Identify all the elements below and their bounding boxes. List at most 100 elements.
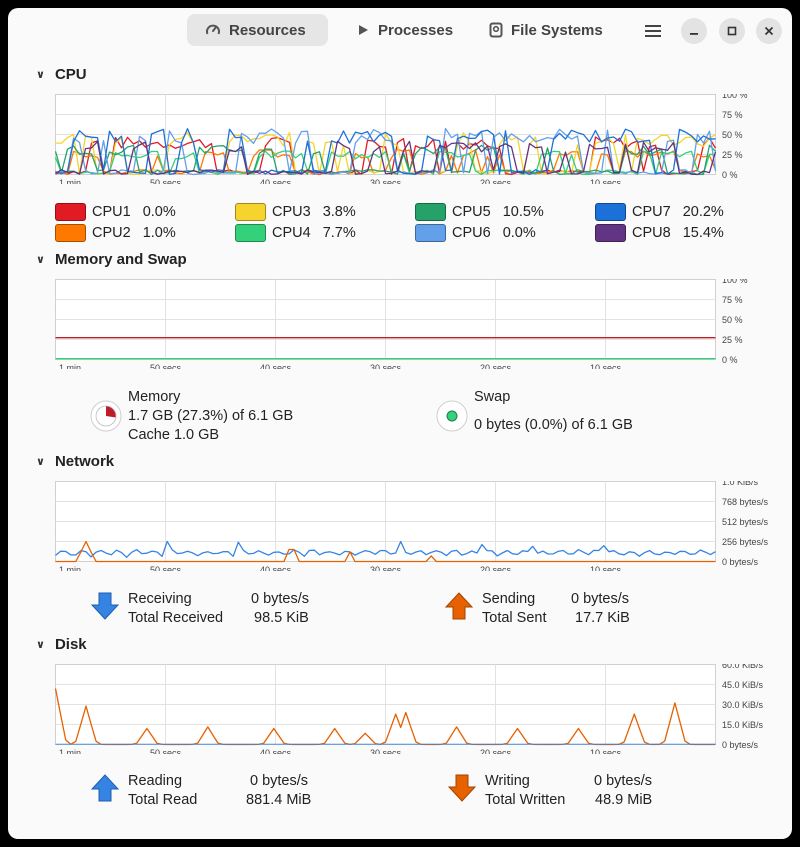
memory-time-label: 40 secs (260, 363, 292, 369)
cpu-core-value: 20.2% (682, 204, 724, 220)
disk-time-label: 50 secs (150, 748, 182, 754)
cpu-color-swatch[interactable] (235, 224, 266, 242)
memory-section-header[interactable]: ∨ Memory and Swap (36, 251, 187, 268)
writing-values: 0 bytes/s 48.9 MiB (594, 772, 652, 810)
total-written-value: 48.9 MiB (595, 792, 653, 808)
cpu-series-line (55, 148, 717, 176)
receiving-label: Receiving (128, 591, 192, 607)
network-title: Network (54, 453, 115, 470)
network-section-header[interactable]: ∨ Network (36, 453, 114, 470)
header-bar: Resources Processes File Systems (8, 8, 792, 54)
cpu-color-swatch[interactable] (415, 224, 446, 242)
reading-info: Reading Total Read (128, 772, 197, 810)
cpu-y-tick: 50 % (722, 130, 743, 140)
arrow-up-icon (90, 774, 120, 802)
cpu-legend-item: CPU2 1.0% (55, 224, 176, 242)
swap-usage-pie (436, 400, 468, 432)
minimize-icon (690, 33, 698, 35)
swap-label: Swap (474, 389, 511, 405)
cpu-time-label: 30 secs (370, 178, 402, 184)
tab-processes[interactable]: Processes (338, 14, 471, 46)
disk-y-tick: 45.0 KiB/s (722, 680, 764, 690)
tab-resources[interactable]: Resources (187, 14, 328, 46)
cpu-y-tick: 25 % (722, 150, 743, 160)
network-time-label: 20 secs (480, 565, 512, 571)
cpu-color-swatch[interactable] (595, 203, 626, 221)
disk-history-graph: 60.0 KiB/s 45.0 KiB/s 30.0 KiB/s 15.0 KiB/s… (55, 664, 768, 754)
cpu-color-swatch[interactable] (595, 224, 626, 242)
sending-values: 0 bytes/s 17.7 KiB (571, 590, 630, 628)
cpu-series-line (55, 128, 716, 176)
cpu-y-tick: 0 % (722, 170, 738, 180)
network-y-tick: 512 bytes/s (722, 517, 768, 527)
cpu-legend-item: CPU6 0.0% (415, 224, 536, 242)
menu-button[interactable] (640, 18, 666, 44)
send-rate-line (55, 540, 716, 563)
network-history-graph: 1.0 KiB/s 768 bytes/s 512 bytes/s 256 bytes… (55, 481, 768, 571)
cpu-core-value: 10.5% (502, 204, 544, 220)
cpu-time-label: 1 min (59, 178, 81, 184)
reading-value: 0 bytes/s (250, 773, 309, 789)
memory-y-tick: 100 % (722, 279, 748, 285)
total-written-label: Total Written (485, 792, 566, 808)
network-time-label: 30 secs (370, 565, 402, 571)
memory-usage-pie (90, 400, 122, 432)
tab-resources-label: Resources (229, 21, 306, 39)
cpu-core-value: 15.4% (682, 225, 724, 241)
cpu-history-graph: 100 % 75 % 50 % 25 % 0 % 1 min 50 secs 40 secs 3… (55, 94, 768, 184)
total-received-value: 98.5 KiB (254, 610, 309, 626)
memory-graph-svg: 100 % 75 % 50 % 25 % 0 % 1 min 50 secs 40 secs 3… (55, 279, 748, 369)
arrow-down-icon (90, 592, 120, 620)
cpu-color-swatch[interactable] (55, 224, 86, 242)
memory-y-tick: 50 % (722, 315, 743, 325)
swap-usage: 0 bytes (0.0%) of 6.1 GB (474, 417, 633, 433)
close-button[interactable] (756, 18, 782, 44)
memory-time-label: 50 secs (150, 363, 182, 369)
disk-y-tick: 60.0 KiB/s (722, 664, 764, 670)
memory-label: Memory (128, 389, 181, 405)
tab-file-systems[interactable]: File Systems (471, 14, 621, 46)
cpu-core-label: CPU3 (272, 204, 311, 220)
memory-usage: 1.7 GB (27.3%) of 6.1 GB (128, 408, 294, 424)
gauge-icon (206, 24, 220, 35)
reading-values: 0 bytes/s 881.4 MiB (246, 772, 311, 810)
tab-processes-label: Processes (378, 21, 454, 39)
cpu-color-swatch[interactable] (235, 203, 266, 221)
drive-icon (489, 22, 503, 38)
memory-time-label: 30 secs (370, 363, 402, 369)
network-time-label: 50 secs (150, 565, 182, 571)
minimize-button[interactable] (681, 18, 707, 44)
network-y-tick: 0 bytes/s (722, 557, 759, 567)
memory-history-graph: 100 % 75 % 50 % 25 % 0 % 1 min 50 secs 40 secs 3… (55, 279, 768, 369)
memory-y-tick: 75 % (722, 295, 743, 305)
disk-title: Disk (54, 636, 87, 653)
cpu-y-tick: 75 % (722, 110, 743, 120)
cpu-core-value: 3.8% (322, 204, 356, 220)
disk-section-header[interactable]: ∨ Disk (36, 636, 87, 653)
cpu-time-label: 10 secs (590, 178, 622, 184)
cpu-color-swatch[interactable] (55, 203, 86, 221)
cpu-core-label: CPU2 (92, 225, 131, 241)
cpu-time-label: 20 secs (480, 178, 512, 184)
network-y-tick: 256 bytes/s (722, 537, 768, 547)
total-read-value: 881.4 MiB (246, 792, 312, 808)
writing-info: Writing Total Written (485, 772, 565, 810)
play-icon (359, 25, 368, 35)
arrow-down-icon (447, 774, 477, 802)
maximize-button[interactable] (719, 18, 745, 44)
cpu-y-tick: 100 % (722, 94, 748, 100)
cpu-color-swatch[interactable] (415, 203, 446, 221)
total-read-label: Total Read (128, 792, 198, 808)
memory-time-label: 1 min (59, 363, 81, 369)
disk-time-label: 1 min (59, 748, 81, 754)
tab-file-systems-label: File Systems (511, 21, 603, 39)
chevron-down-icon: ∨ (36, 639, 45, 651)
total-sent-value: 17.7 KiB (575, 610, 630, 626)
memory-cache: Cache 1.0 GB (128, 427, 220, 443)
disk-time-label: 30 secs (370, 748, 402, 754)
writing-value: 0 bytes/s (594, 773, 653, 789)
cpu-section-header[interactable]: ∨ CPU (36, 66, 87, 83)
cpu-legend-item: CPU3 3.8% (235, 203, 356, 221)
disk-time-label: 40 secs (260, 748, 292, 754)
memory-y-tick: 0 % (722, 355, 738, 365)
